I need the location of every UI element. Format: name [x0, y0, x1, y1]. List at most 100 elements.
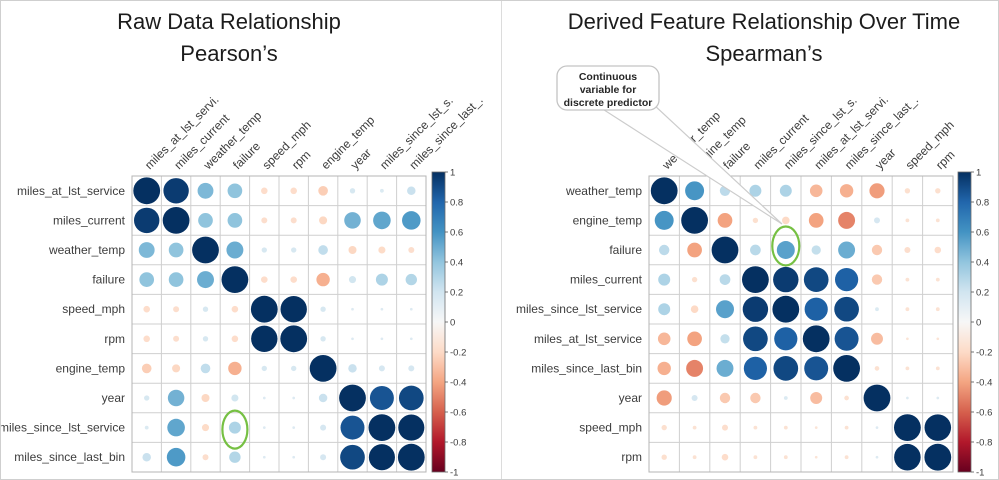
row-label: rpm	[104, 332, 125, 346]
correlation-bubble	[743, 356, 768, 380]
correlation-bubble	[753, 425, 758, 430]
correlation-bubble	[133, 207, 160, 234]
correlation-bubble	[711, 236, 739, 264]
correlation-bubble	[783, 455, 788, 460]
colorbar-tick-label: 1	[450, 168, 455, 179]
correlation-bubble	[905, 307, 910, 312]
matrix-border	[648, 175, 954, 473]
correlation-bubble	[408, 365, 415, 372]
colorbar-tick-label: -0.2	[450, 348, 466, 359]
correlation-bubble	[261, 276, 268, 283]
correlation-bubble	[291, 247, 297, 253]
row-label: speed_mph	[62, 302, 125, 316]
colorbar-tick-label: 0.6	[450, 228, 463, 239]
correlation-bubble	[378, 365, 385, 372]
colorbar	[431, 171, 446, 473]
correlation-bubble	[814, 455, 818, 459]
colorbar-tick-label: -0.8	[450, 438, 466, 449]
correlation-bubble	[906, 337, 909, 341]
correlation-bubble	[228, 421, 241, 434]
annotation-text: Continuous	[579, 71, 637, 83]
correlation-bubble	[658, 303, 671, 316]
matrix-grid	[649, 176, 953, 472]
correlation-bubble	[681, 207, 708, 234]
correlation-bubble	[229, 451, 241, 463]
matrix-border	[131, 175, 427, 473]
correlation-bubble	[750, 392, 761, 404]
colorbar-tick-label: 0.4	[450, 258, 463, 269]
correlation-bubble	[143, 335, 150, 343]
correlation-bubble	[144, 425, 149, 430]
correlation-bubble	[143, 305, 150, 313]
colorbar-tick-label: -0.6	[976, 408, 992, 419]
correlation-bubble	[351, 307, 354, 311]
correlation-bubble	[749, 184, 762, 197]
correlation-bubble	[173, 306, 180, 313]
correlation-bubble	[834, 296, 859, 322]
correlation-bubble	[231, 394, 239, 402]
correlation-bubble	[783, 425, 788, 430]
colorbar-tick-label: 1	[976, 168, 981, 179]
correlation-bubble	[871, 244, 883, 256]
correlation-bubble	[720, 334, 730, 344]
correlation-bubble	[162, 207, 190, 234]
row-label: engine_temp	[573, 213, 643, 227]
correlation-bubble	[380, 337, 384, 341]
correlation-bubble	[228, 361, 242, 376]
correlation-bubble	[320, 454, 327, 461]
correlation-bubble	[201, 424, 210, 432]
correlation-bubble	[802, 325, 830, 353]
correlation-bubble	[261, 365, 267, 372]
correlation-bubble	[906, 396, 909, 400]
correlation-bubble	[200, 363, 211, 374]
correlation-bubble	[722, 424, 728, 431]
correlation-bubble	[685, 181, 705, 201]
correlation-bubble	[340, 444, 365, 470]
correlation-bubble	[687, 331, 702, 347]
correlation-bubble	[202, 454, 209, 461]
correlation-bubble	[373, 211, 391, 230]
colorbar-tick-label: 0.4	[976, 258, 989, 269]
correlation-bubble	[291, 365, 297, 372]
correlation-bubble	[871, 274, 883, 285]
row-label: miles_at_lst_service	[534, 332, 642, 346]
correlation-bubble	[292, 396, 296, 400]
highlight-ellipse	[221, 409, 249, 450]
correlation-bubble	[202, 336, 209, 342]
correlation-bubble	[167, 418, 185, 437]
panel-divider	[501, 1, 502, 479]
correlation-bubble	[811, 245, 821, 255]
correlation-bubble	[716, 300, 734, 319]
right-chart-title: Derived Feature Relationship Over Time	[567, 9, 961, 34]
left-title-block: Raw Data Relationship Pearson’s	[1, 6, 457, 70]
correlation-bubble	[351, 337, 354, 341]
correlation-bubble	[198, 213, 213, 228]
correlation-bubble	[309, 355, 337, 382]
correlation-bubble	[142, 452, 151, 462]
correlation-bubble	[774, 327, 798, 351]
correlation-bubble	[742, 266, 769, 293]
correlation-bubble	[935, 277, 940, 282]
correlation-bubble	[935, 366, 940, 371]
correlation-bubble	[844, 425, 849, 430]
correlation-bubble	[657, 361, 671, 376]
col-label: year	[348, 146, 374, 172]
col-label: rpm	[289, 148, 314, 173]
correlation-bubble	[752, 217, 759, 224]
correlation-bubble	[810, 392, 823, 404]
correlation-bubble	[658, 273, 671, 286]
correlation-bubble	[348, 276, 357, 284]
highlight-ellipse	[771, 225, 801, 267]
correlation-bubble	[871, 332, 883, 345]
correlation-bubble	[779, 184, 792, 197]
correlation-bubble	[719, 274, 731, 285]
correlation-bubble	[686, 359, 704, 377]
correlation-bubble	[844, 455, 849, 460]
colorbar-tick-label: -0.6	[450, 408, 466, 419]
correlation-bubble	[657, 332, 671, 346]
correlation-bubble	[804, 356, 829, 381]
correlation-bubble	[753, 455, 758, 460]
correlation-bubble	[835, 268, 859, 292]
